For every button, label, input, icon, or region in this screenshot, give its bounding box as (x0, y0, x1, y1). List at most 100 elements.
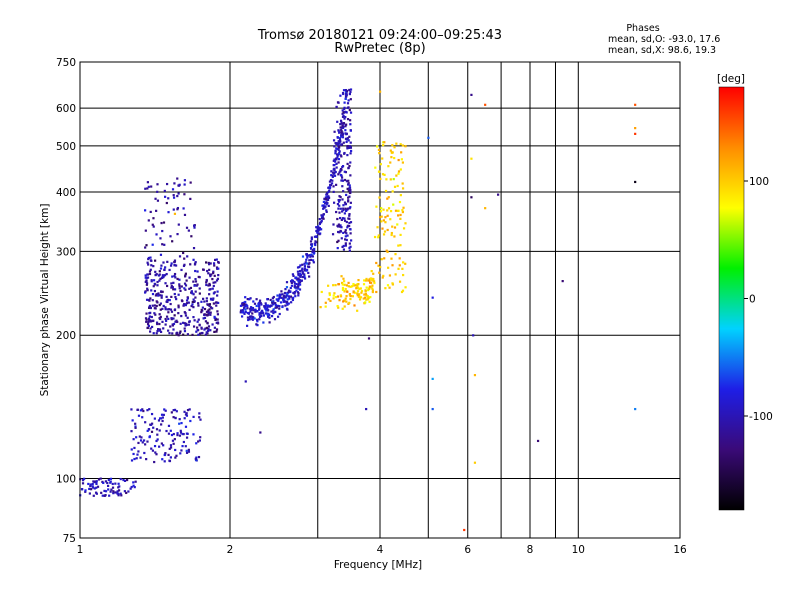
data-point (348, 145, 351, 148)
data-point (339, 230, 343, 233)
data-point (152, 225, 155, 228)
data-point (114, 482, 117, 485)
data-point (343, 280, 346, 283)
data-point (243, 302, 246, 306)
data-point (185, 226, 189, 229)
data-point (200, 326, 203, 329)
data-point (252, 300, 255, 303)
data-point (194, 261, 197, 264)
data-point (162, 413, 165, 416)
data-point (152, 279, 156, 282)
data-point (173, 288, 177, 291)
data-point (172, 416, 175, 419)
data-point (288, 297, 291, 300)
data-point (340, 134, 343, 137)
data-point (344, 230, 347, 234)
data-point (150, 412, 154, 416)
data-point (283, 291, 287, 295)
data-point (331, 179, 334, 182)
data-point (185, 302, 189, 305)
data-point (323, 206, 326, 209)
data-point (93, 487, 96, 490)
data-point (152, 332, 155, 335)
data-point (196, 326, 199, 329)
data-point (81, 479, 85, 482)
data-point (163, 274, 167, 277)
data-point (188, 308, 191, 311)
data-point (334, 150, 337, 153)
data-point (241, 309, 244, 312)
data-point (397, 158, 400, 162)
data-point (339, 94, 342, 97)
data-point (203, 328, 206, 331)
data-point (241, 311, 244, 314)
data-point (334, 170, 337, 174)
data-point (270, 315, 274, 318)
data-point (209, 313, 212, 316)
data-point (328, 292, 331, 295)
data-point (160, 290, 163, 294)
data-point (300, 269, 303, 272)
data-point (299, 272, 302, 275)
data-point (167, 317, 170, 321)
data-point (195, 456, 198, 459)
data-point (342, 89, 346, 92)
data-point (176, 277, 179, 281)
chart-title: Tromsø 20180121 09:24:00–09:25:43 (257, 28, 502, 43)
data-point (343, 151, 346, 155)
data-point (332, 139, 336, 142)
data-point (329, 183, 332, 187)
data-point (317, 225, 320, 228)
data-point (149, 210, 152, 214)
data-point (198, 439, 201, 442)
data-point (392, 178, 395, 181)
y-tick-label: 100 (56, 474, 76, 486)
data-point (149, 268, 152, 271)
data-point (145, 279, 148, 282)
data-point (343, 170, 346, 173)
data-point (357, 287, 360, 290)
data-point (395, 142, 398, 145)
data-point (382, 274, 385, 277)
data-point (109, 477, 113, 480)
data-point (155, 233, 158, 236)
data-point (174, 295, 177, 299)
data-point (332, 223, 335, 226)
data-point (398, 280, 402, 283)
data-point (349, 201, 352, 204)
data-point (397, 170, 401, 173)
data-point (337, 140, 340, 143)
data-point (275, 306, 278, 309)
data-point (319, 306, 322, 309)
data-point (346, 102, 350, 105)
data-point (337, 207, 340, 210)
data-point (320, 290, 323, 294)
data-point (344, 287, 347, 291)
data-point (146, 323, 150, 326)
data-point (336, 147, 339, 150)
data-point (350, 285, 354, 288)
colorbar-tick-label: -100 (749, 411, 773, 423)
data-point (245, 324, 249, 327)
data-point (126, 478, 129, 482)
data-point (184, 445, 187, 448)
data-point (473, 461, 477, 464)
data-point (348, 164, 351, 168)
data-point (92, 486, 95, 489)
data-point (208, 304, 211, 308)
data-point (356, 290, 360, 293)
data-point (391, 144, 394, 147)
data-point (392, 203, 395, 206)
data-point (344, 229, 347, 232)
data-point (383, 173, 386, 177)
data-point (378, 196, 381, 199)
data-point (158, 270, 161, 273)
data-point (384, 216, 387, 219)
data-point (390, 231, 393, 235)
data-point (155, 209, 158, 212)
data-point (173, 182, 176, 185)
data-point (210, 298, 213, 301)
data-point (329, 186, 332, 189)
data-point (148, 319, 151, 322)
data-point (246, 305, 249, 308)
